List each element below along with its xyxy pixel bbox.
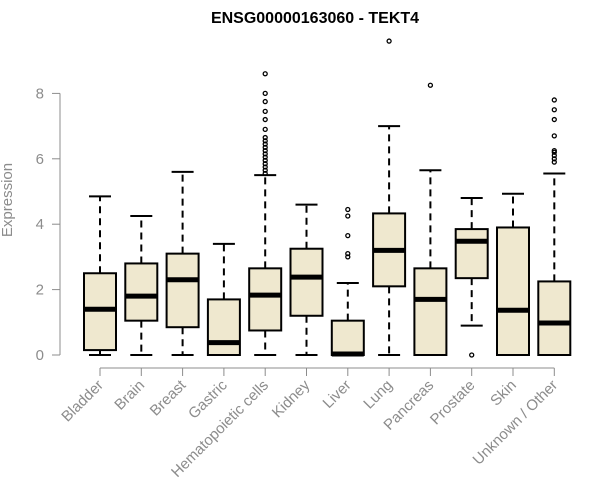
outlier-point <box>262 98 268 105</box>
box-group <box>372 38 407 356</box>
outlier-point <box>262 90 268 97</box>
x-tick-label: Brain <box>111 377 148 414</box>
plot-area <box>83 38 572 358</box>
outlier-point <box>262 170 268 177</box>
y-axis: 0 2 4 6 8 <box>36 85 61 364</box>
outlier-point <box>262 71 268 77</box>
x-tick-label: Prostate <box>427 377 479 429</box>
outlier-point <box>551 159 557 165</box>
outlier-point <box>262 151 268 157</box>
outlier-point <box>262 164 268 170</box>
outlier-point <box>551 152 557 159</box>
box-group <box>206 242 241 357</box>
outlier-point <box>262 108 268 115</box>
outlier-point <box>345 250 351 257</box>
iqr-box <box>537 280 572 356</box>
outlier-point <box>469 352 475 358</box>
x-tick-label: Bladder <box>58 377 107 426</box>
outlier-point <box>551 116 557 123</box>
outlier-point <box>262 141 268 147</box>
chart-title: ENSG00000163060 - TEKT4 <box>211 10 419 27</box>
iqr-box <box>496 226 530 356</box>
box-group <box>124 215 159 356</box>
iqr-box <box>248 267 283 332</box>
y-tick-label: 0 <box>36 347 44 364</box>
outlier-point <box>345 232 351 239</box>
x-tick-label: Skin <box>487 377 520 410</box>
box-group <box>165 170 200 356</box>
outlier-point <box>262 157 268 164</box>
box-group <box>330 206 365 357</box>
outlier-point <box>262 116 268 123</box>
x-tick-label: Lung <box>360 377 396 413</box>
iqr-box <box>330 319 365 357</box>
outlier-point <box>262 167 268 173</box>
outlier-point <box>262 154 268 160</box>
y-tick-label: 8 <box>36 85 44 102</box>
outlier-point <box>262 144 268 151</box>
box-group <box>454 197 489 358</box>
outlier-point <box>551 133 557 139</box>
outlier-point <box>262 134 268 141</box>
x-tick-label: Breast <box>147 376 190 419</box>
y-tick-label: 2 <box>36 282 44 299</box>
iqr-box <box>413 267 448 356</box>
iqr-box <box>206 298 241 357</box>
outlier-point <box>551 147 557 154</box>
x-tick-label: Kidney <box>269 376 314 421</box>
x-tick-label: Liver <box>320 377 355 412</box>
box-group <box>289 203 324 356</box>
outlier-point <box>262 138 268 144</box>
iqr-box <box>454 228 489 280</box>
outlier-point <box>345 213 351 219</box>
iqr-box <box>124 262 159 322</box>
iqr-box <box>165 252 200 329</box>
y-tick-label: 6 <box>36 151 44 168</box>
outlier-point <box>551 97 557 103</box>
outlier-point <box>262 161 268 167</box>
outlier-point <box>386 38 392 44</box>
outlier-point <box>551 107 557 113</box>
outlier-point <box>551 156 557 162</box>
outlier-point <box>262 147 268 154</box>
outlier-point <box>427 82 434 88</box>
iqr-box <box>289 247 324 317</box>
box-group <box>537 97 572 356</box>
box-group <box>248 71 283 356</box>
y-tick-label: 4 <box>36 216 44 233</box>
box-group <box>83 195 117 356</box>
outlier-point <box>345 254 351 260</box>
y-axis-label: Expression <box>0 163 16 237</box>
box-group <box>496 192 530 356</box>
outlier-point <box>345 206 351 213</box>
outlier-point <box>262 126 268 133</box>
box-group <box>413 82 448 356</box>
